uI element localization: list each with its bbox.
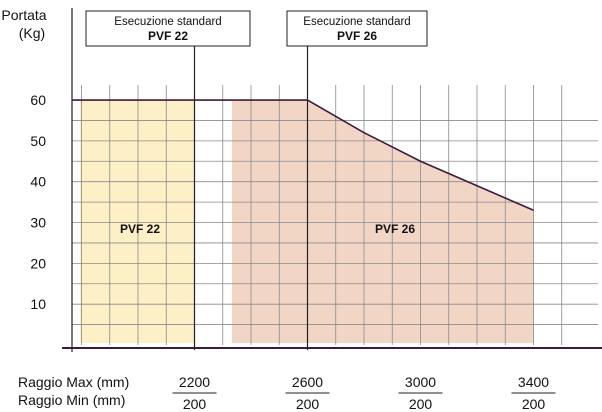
x-tick-max: 3400 <box>518 374 549 390</box>
annotation-title: Esecuzione standard <box>303 16 410 28</box>
x-tick-max: 2600 <box>292 374 323 390</box>
annotation-subtitle: PVF 26 <box>337 29 377 43</box>
x-label-max: Raggio Max (mm) <box>18 374 129 390</box>
x-tick-max: 2200 <box>179 374 210 390</box>
annotation-title: Esecuzione standard <box>114 16 221 28</box>
x-tick-min: 200 <box>296 396 320 412</box>
x-tick-min: 200 <box>522 396 546 412</box>
y-axis-label: Portata <box>1 7 46 23</box>
x-tick-max: 3000 <box>405 374 436 390</box>
axes <box>62 8 602 352</box>
y-tick-label: 20 <box>30 255 46 271</box>
threshold-lines <box>193 20 309 350</box>
pvf26-curve <box>194 99 534 211</box>
x-tick-min: 200 <box>183 396 207 412</box>
annotation-subtitle: PVF 22 <box>148 29 188 43</box>
capacity-curves <box>72 99 534 211</box>
y-axis-unit: (Kg) <box>19 25 45 41</box>
annotation-box <box>286 10 428 47</box>
y-tick-label: 10 <box>30 296 46 312</box>
y-tick-label: 50 <box>30 133 46 149</box>
x-label-min: Raggio Min (mm) <box>18 392 125 408</box>
grid-lines <box>72 85 598 345</box>
annotation-box <box>85 10 251 47</box>
x-tick-min: 200 <box>409 396 433 412</box>
pvf22-region-label: PVF 22 <box>120 222 160 236</box>
y-tick-label: 60 <box>30 92 46 108</box>
pvf26-region-label: PVF 26 <box>375 222 415 236</box>
y-tick-label: 40 <box>30 174 46 190</box>
y-tick-label: 30 <box>30 215 46 231</box>
